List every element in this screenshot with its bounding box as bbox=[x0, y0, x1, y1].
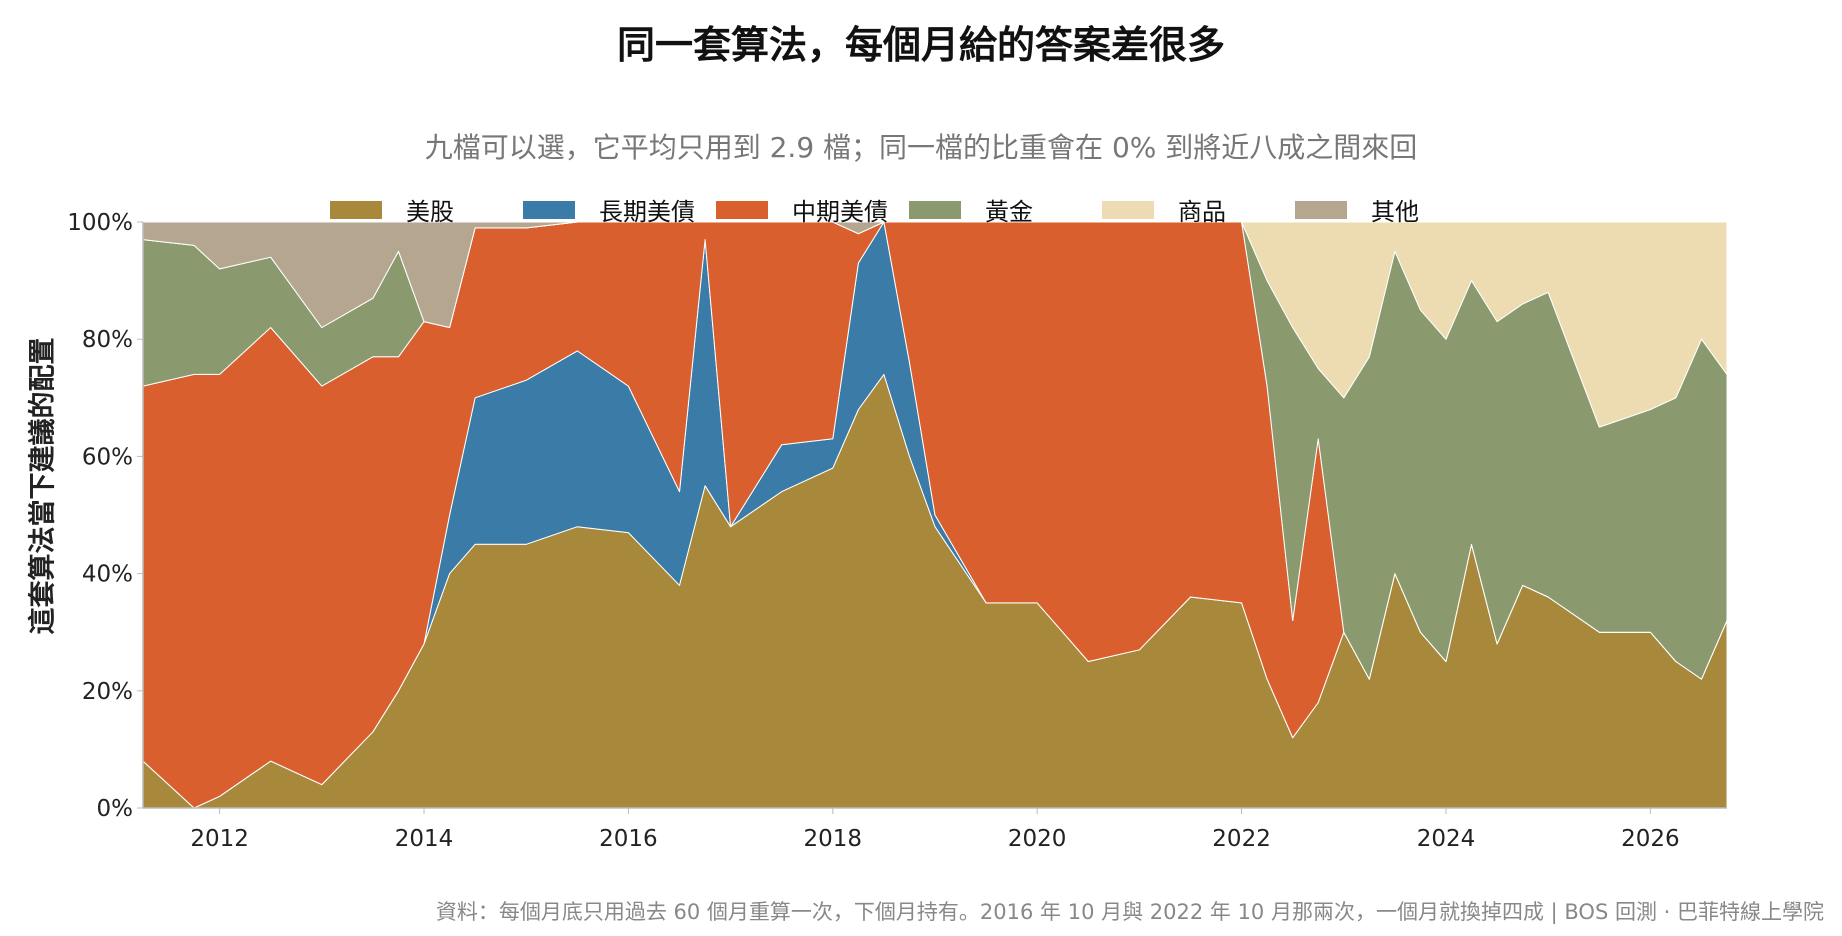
y-tick-label: 0% bbox=[97, 796, 134, 822]
x-tick-label: 2020 bbox=[1008, 826, 1067, 852]
chart-title: 同一套算法，每個月給的答案差很多 bbox=[616, 23, 1225, 67]
legend: 美股 長期美債 中期美債 黃金 商品 其他 bbox=[330, 198, 1419, 226]
x-tick-label: 2024 bbox=[1417, 826, 1476, 852]
x-tick-label: 2014 bbox=[395, 826, 454, 852]
legend-swatch-1 bbox=[523, 201, 575, 219]
legend-label-2: 中期美債 bbox=[792, 198, 888, 226]
y-tick-label: 60% bbox=[82, 444, 133, 470]
y-tick-label: 100% bbox=[67, 210, 133, 236]
legend-label-3: 黃金 bbox=[985, 198, 1033, 226]
legend-swatch-0 bbox=[330, 201, 382, 219]
axes-layer: 0% 20% 40% 60% 80% 100% 2012 2014 2016 2018 2020 20… bbox=[67, 210, 1727, 852]
y-tick-label: 80% bbox=[82, 327, 133, 353]
legend-label-4: 商品 bbox=[1178, 198, 1226, 226]
chart-subtitle: 九檔可以選，它平均只用到 2.9 檔；同一檔的比重會在 0% 到將近八成之間來回 bbox=[424, 131, 1418, 164]
x-tick-label: 2012 bbox=[190, 826, 249, 852]
legend-swatch-3 bbox=[909, 201, 961, 219]
x-tick-label: 2016 bbox=[599, 826, 658, 852]
area-layer bbox=[142, 221, 1728, 809]
legend-swatch-5 bbox=[1295, 201, 1347, 219]
x-tick-label: 2026 bbox=[1621, 826, 1680, 852]
source-note: 資料：每個月底只用過去 60 個月重算一次，下個月持有。2016 年 10 月與… bbox=[435, 900, 1824, 924]
y-tick-label: 40% bbox=[82, 562, 133, 588]
y-tick-label: 20% bbox=[82, 679, 133, 705]
x-tick-label: 2018 bbox=[804, 826, 863, 852]
legend-swatch-2 bbox=[716, 201, 768, 219]
x-tick-label: 2022 bbox=[1212, 826, 1271, 852]
legend-label-0: 美股 bbox=[406, 198, 454, 226]
area-series-5 bbox=[142, 221, 1728, 328]
legend-label-5: 其他 bbox=[1371, 198, 1419, 226]
legend-swatch-4 bbox=[1102, 201, 1154, 219]
legend-label-1: 長期美債 bbox=[599, 198, 695, 226]
